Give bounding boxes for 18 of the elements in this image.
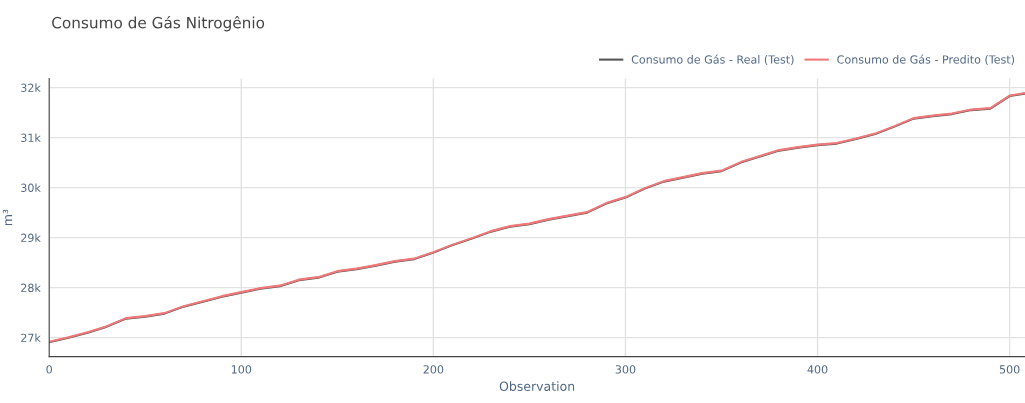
x-axis-title: Observation [499, 381, 575, 391]
y-tick-label: 27k [21, 333, 41, 342]
legend-label: Consumo de Gás - Predito (Test) [837, 54, 1015, 65]
x-tick-label: 400 [807, 365, 828, 374]
x-tick-label: 0 [46, 365, 52, 374]
x-tick-label: 200 [423, 365, 444, 374]
y-tick-label: 30k [21, 183, 41, 192]
x-tick-label: 500 [999, 365, 1020, 374]
x-tick-label: 100 [231, 365, 252, 374]
chart-title: Consumo de Gás Nitrogênio [52, 15, 265, 32]
y-tick-label: 31k [21, 133, 41, 142]
y-tick-label: 32k [21, 83, 41, 92]
x-tick-label: 300 [615, 365, 636, 374]
line-series [49, 92, 1025, 344]
y-tick-label: 28k [21, 283, 41, 293]
y-tick-label: 29k [21, 233, 41, 242]
legend-label: Consumo de Gás - Real (Test) [631, 54, 794, 65]
y-axis-title: m³ [2, 209, 13, 226]
